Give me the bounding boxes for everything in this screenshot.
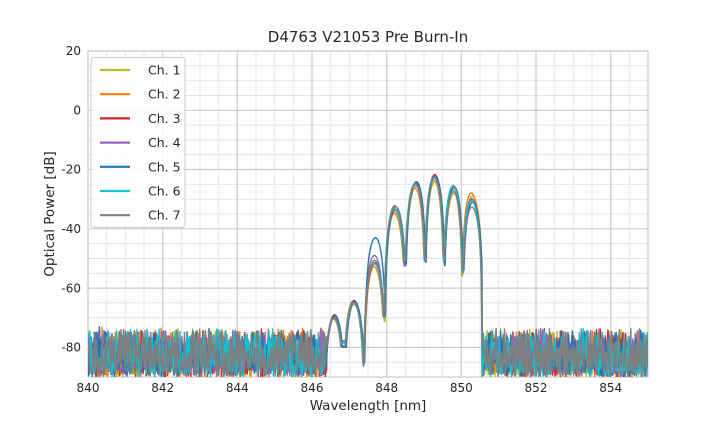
x-tick-label: 842 (151, 381, 174, 395)
x-tick-label: 840 (77, 381, 100, 395)
series-line-ch-7 (88, 177, 648, 377)
legend-label-ch-1: Ch. 1 (148, 63, 181, 78)
y-tick-label: 0 (73, 104, 81, 118)
legend: Ch. 1 Ch. 2 Ch. 3 Ch. 4 Ch. 5 Ch. 6 Ch. 7 (90, 57, 186, 228)
legend-label-ch-7: Ch. 7 (148, 208, 181, 223)
x-tick-label: 854 (599, 381, 622, 395)
legend-label-ch-2: Ch. 2 (148, 87, 181, 102)
x-axis-label: Wavelength [nm] (309, 398, 427, 414)
y-tick-label: -80 (61, 341, 81, 355)
y-tick-label: -60 (61, 281, 81, 295)
x-tick-label: 852 (525, 381, 548, 395)
x-tick-label: 844 (226, 381, 249, 395)
legend-box (90, 57, 186, 228)
x-tick-label: 846 (301, 381, 324, 395)
y-tick-label: -40 (61, 222, 81, 236)
legend-label-ch-5: Ch. 5 (148, 159, 181, 174)
series-group (88, 173, 648, 377)
tick-labels: 840 842 844 846 848 850 852 854 20 0 -20 -40 -60 -80 (61, 44, 622, 395)
x-tick-label: 848 (375, 381, 398, 395)
plot-border (87, 50, 649, 378)
legend-label-ch-3: Ch. 3 (148, 111, 181, 126)
legend-label-ch-4: Ch. 4 (148, 135, 181, 150)
chart-title: D4763 V21053 Pre Burn-In (267, 28, 469, 46)
y-tick-label: 20 (66, 44, 81, 58)
y-tick-label: -20 (61, 163, 81, 177)
legend-label-ch-6: Ch. 6 (148, 184, 181, 199)
x-tick-label: 850 (450, 381, 473, 395)
grid-minor (88, 51, 648, 377)
